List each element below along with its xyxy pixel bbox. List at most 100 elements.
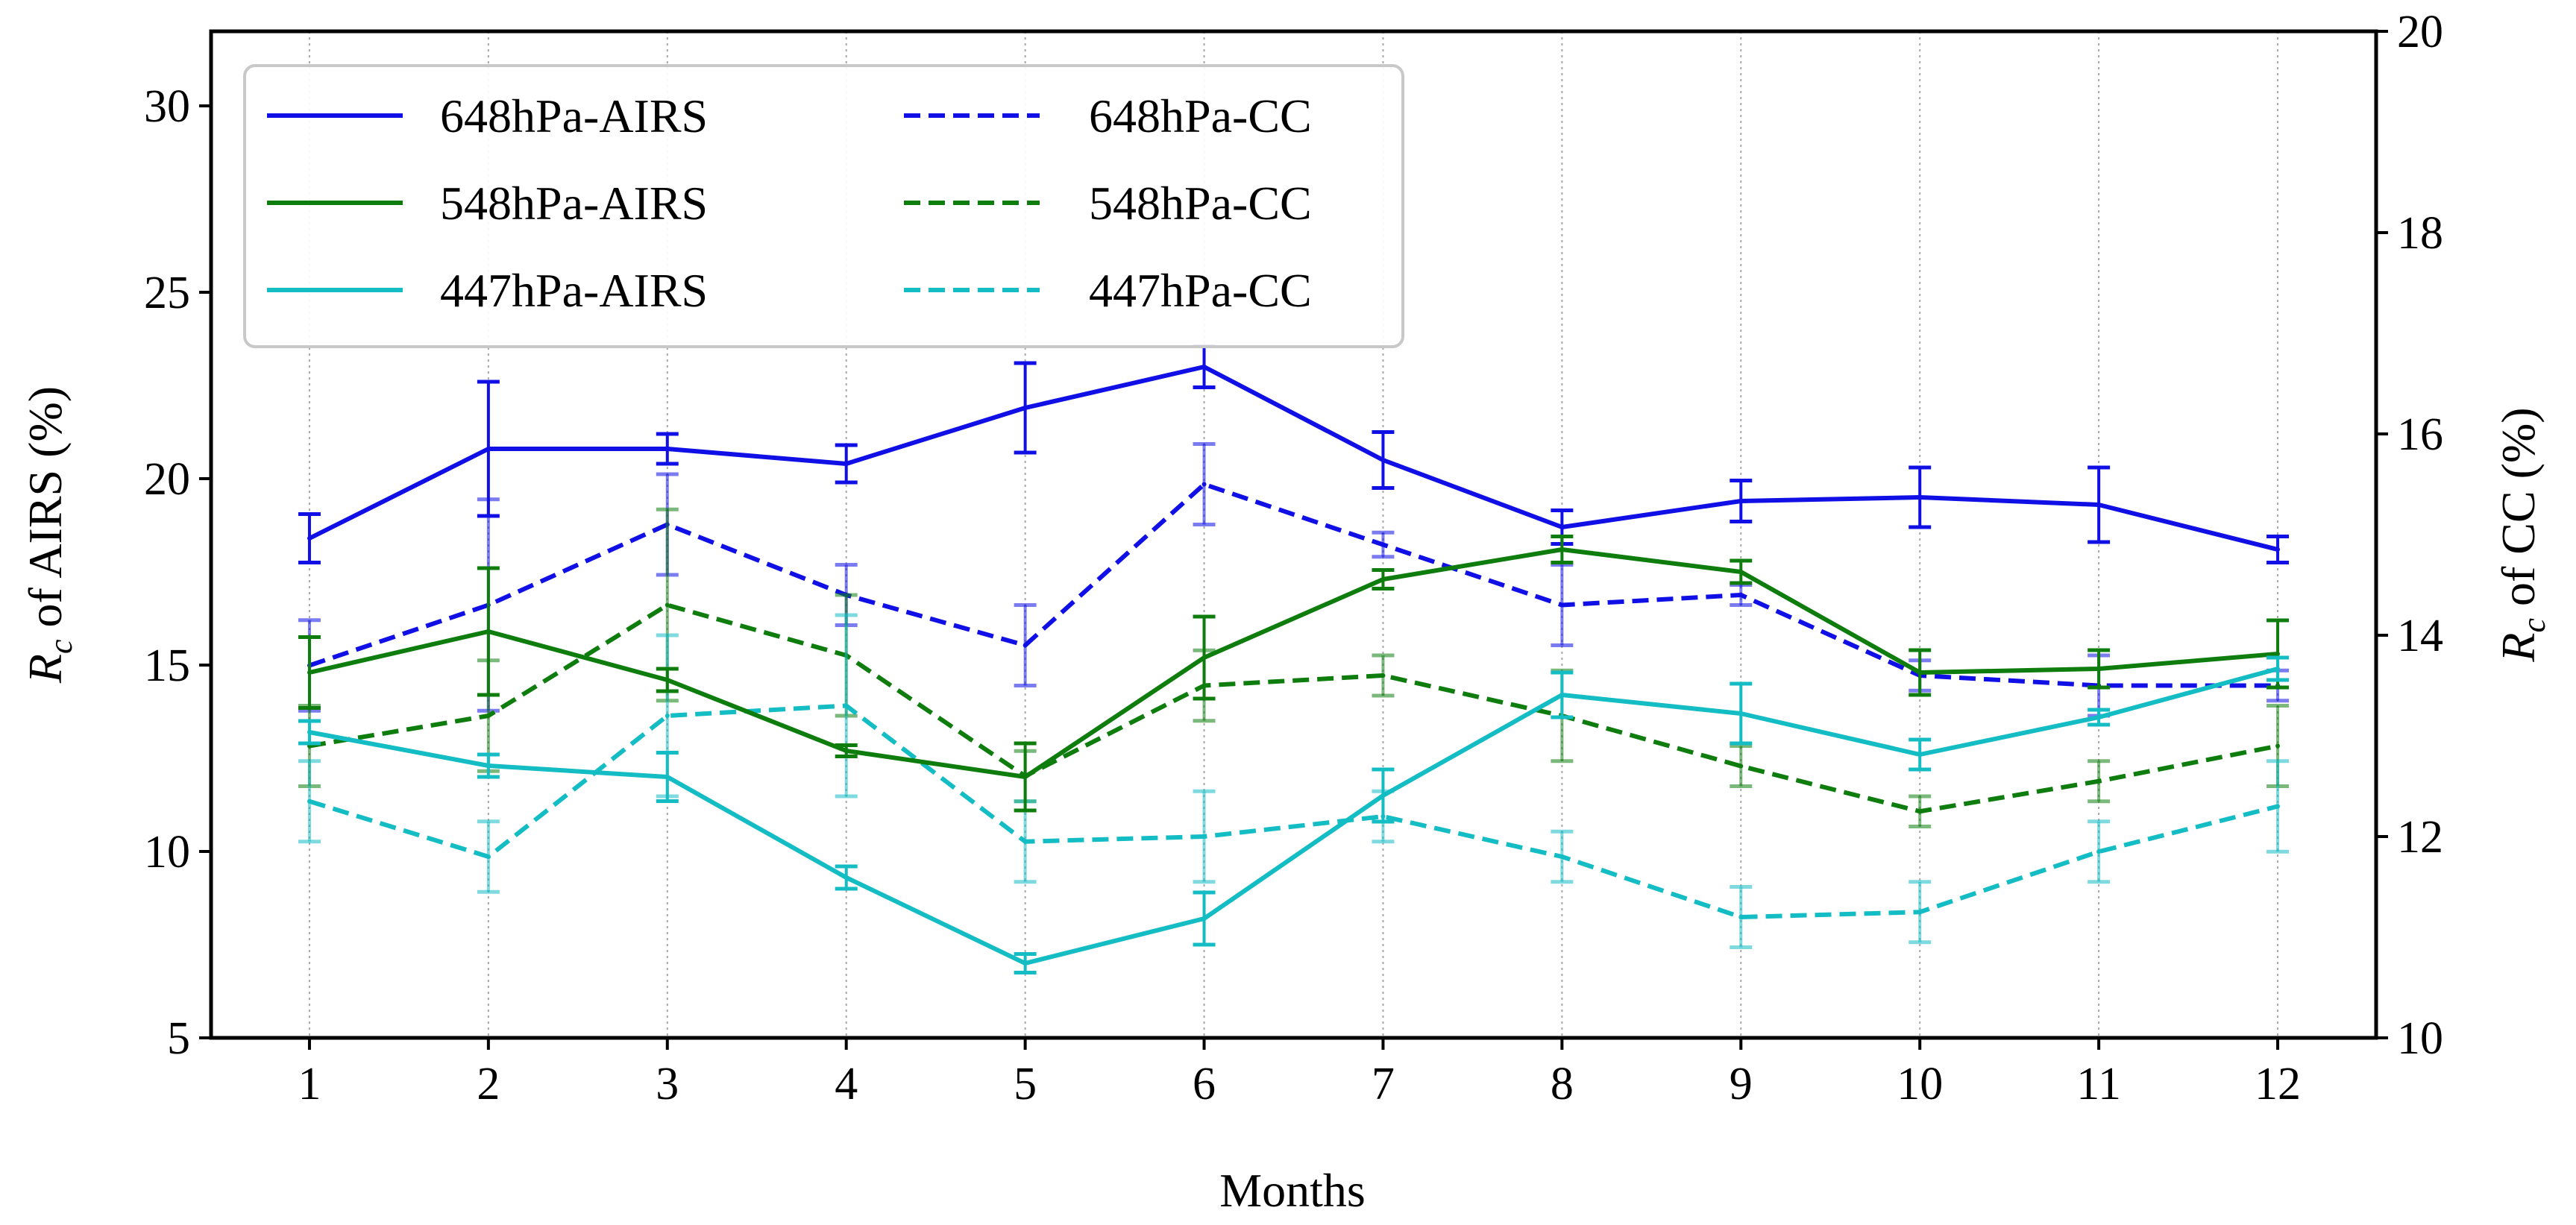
data-point bbox=[2096, 667, 2102, 671]
data-point bbox=[665, 678, 670, 682]
data-point bbox=[844, 703, 849, 708]
series-447hpa-airs bbox=[298, 655, 2290, 974]
legend-item-548hpa-cc: 548hPa-CC bbox=[904, 177, 1312, 230]
y-left-tick-label: 25 bbox=[144, 268, 190, 318]
data-point bbox=[1022, 643, 1028, 648]
x-tick-label: 9 bbox=[1730, 1059, 1753, 1109]
y-axis-left-label: Rc of AIRS (%) bbox=[19, 386, 79, 684]
legend-box bbox=[243, 64, 1404, 348]
data-point bbox=[1201, 834, 1207, 839]
data-point bbox=[486, 763, 491, 768]
data-point bbox=[486, 629, 491, 634]
x-axis: 1 2 3 4 5 6 7 8 9 10 11 12 bbox=[298, 1038, 2301, 1109]
data-point bbox=[486, 854, 491, 859]
data-point bbox=[486, 447, 491, 451]
data-point bbox=[1738, 593, 1744, 597]
legend-label: 447hPa-AIRS bbox=[440, 264, 708, 317]
data-point bbox=[1917, 910, 1923, 915]
x-tick-label: 11 bbox=[2076, 1059, 2121, 1109]
x-tick-label: 5 bbox=[1014, 1059, 1037, 1109]
data-point bbox=[2096, 715, 2102, 719]
y-right-tick-label: 12 bbox=[2397, 812, 2443, 863]
plot-frame bbox=[209, 29, 2378, 1040]
data-point bbox=[307, 799, 312, 804]
x-axis-label: Months bbox=[1219, 1164, 1366, 1217]
legend-item-648hpa-airs: 648hPa-AIRS bbox=[267, 89, 708, 142]
legend-item-548hpa-airs: 548hPa-AIRS bbox=[267, 177, 708, 230]
legend-label: 548hPa-CC bbox=[1089, 177, 1312, 230]
data-point bbox=[2275, 804, 2281, 809]
data-point bbox=[2275, 547, 2281, 552]
series-648hpa-cc bbox=[298, 442, 2290, 718]
data-point bbox=[665, 602, 670, 608]
data-point bbox=[1559, 525, 1565, 529]
series-line-648hpa-cc bbox=[308, 482, 2278, 688]
data-point bbox=[1559, 693, 1565, 697]
data-point bbox=[307, 536, 312, 541]
data-point bbox=[1022, 406, 1028, 410]
legend-label: 648hPa-CC bbox=[1089, 89, 1312, 142]
y-right-tick-label: 10 bbox=[2397, 1013, 2443, 1064]
y-left-tick-label: 30 bbox=[144, 81, 190, 132]
y-right-tick-label: 14 bbox=[2397, 611, 2443, 661]
data-point bbox=[2275, 743, 2281, 749]
data-point bbox=[1559, 854, 1565, 859]
data-point bbox=[2096, 503, 2102, 507]
data-point bbox=[1380, 577, 1386, 582]
legend-item-648hpa-cc: 648hPa-CC bbox=[904, 89, 1312, 142]
series-line-548hpa-airs bbox=[309, 547, 2278, 779]
data-point bbox=[665, 775, 670, 779]
data-point bbox=[1201, 482, 1207, 487]
data-point bbox=[2275, 652, 2281, 656]
series-line-648hpa-airs bbox=[308, 365, 2278, 552]
data-point bbox=[307, 670, 312, 675]
data-point bbox=[844, 749, 849, 753]
legend-label: 548hPa-AIRS bbox=[440, 177, 708, 230]
x-tick-label: 4 bbox=[835, 1059, 858, 1109]
data-point bbox=[1022, 961, 1028, 966]
series-layer bbox=[298, 344, 2290, 974]
x-tick-label: 7 bbox=[1372, 1059, 1395, 1109]
data-point bbox=[1201, 655, 1207, 660]
data-point bbox=[1738, 711, 1744, 716]
data-point bbox=[1201, 365, 1207, 369]
data-point bbox=[2096, 778, 2102, 784]
legend: 648hPa-AIRS 548hPa-AIRS 447hPa-AIRS 648hPa-… bbox=[243, 64, 1404, 348]
data-point bbox=[1380, 793, 1386, 798]
x-tick-label: 1 bbox=[298, 1059, 321, 1109]
data-point bbox=[1559, 602, 1565, 608]
legend-item-447hpa-airs: 447hPa-AIRS bbox=[267, 264, 708, 317]
y-axis-right: 10 12 14 16 18 20 bbox=[2376, 7, 2443, 1064]
y-right-tick-label: 20 bbox=[2397, 7, 2443, 57]
x-tick-label: 3 bbox=[656, 1059, 679, 1109]
x-tick-label: 8 bbox=[1551, 1059, 1574, 1109]
data-point bbox=[486, 714, 491, 718]
x-tick-label: 10 bbox=[1897, 1059, 1943, 1109]
data-point bbox=[844, 875, 849, 880]
data-point bbox=[1917, 670, 1923, 675]
series-648hpa-airs bbox=[298, 344, 2290, 564]
series-447hpa-cc bbox=[298, 613, 2290, 949]
data-point bbox=[1201, 916, 1207, 921]
data-point bbox=[1917, 495, 1923, 500]
data-point bbox=[1917, 809, 1923, 814]
legend-label: 648hPa-AIRS bbox=[440, 89, 708, 142]
x-tick-label: 6 bbox=[1193, 1059, 1216, 1109]
data-point bbox=[1559, 547, 1565, 552]
data-point bbox=[665, 447, 670, 451]
data-point bbox=[665, 714, 670, 718]
data-point bbox=[1380, 542, 1386, 547]
y-right-tick-label: 16 bbox=[2397, 409, 2443, 460]
legend-label: 447hPa-CC bbox=[1089, 264, 1312, 317]
data-point bbox=[1380, 458, 1386, 462]
legend-item-447hpa-cc: 447hPa-CC bbox=[904, 264, 1312, 317]
data-point bbox=[2096, 849, 2102, 854]
data-point bbox=[844, 462, 849, 466]
data-point bbox=[1738, 570, 1744, 574]
data-point bbox=[1022, 839, 1028, 844]
data-point bbox=[1738, 499, 1744, 503]
y-left-tick-label: 15 bbox=[144, 640, 190, 691]
series-line-548hpa-cc bbox=[309, 602, 2278, 814]
x-tick-label: 2 bbox=[477, 1059, 500, 1109]
y-left-tick-label: 5 bbox=[167, 1013, 190, 1064]
